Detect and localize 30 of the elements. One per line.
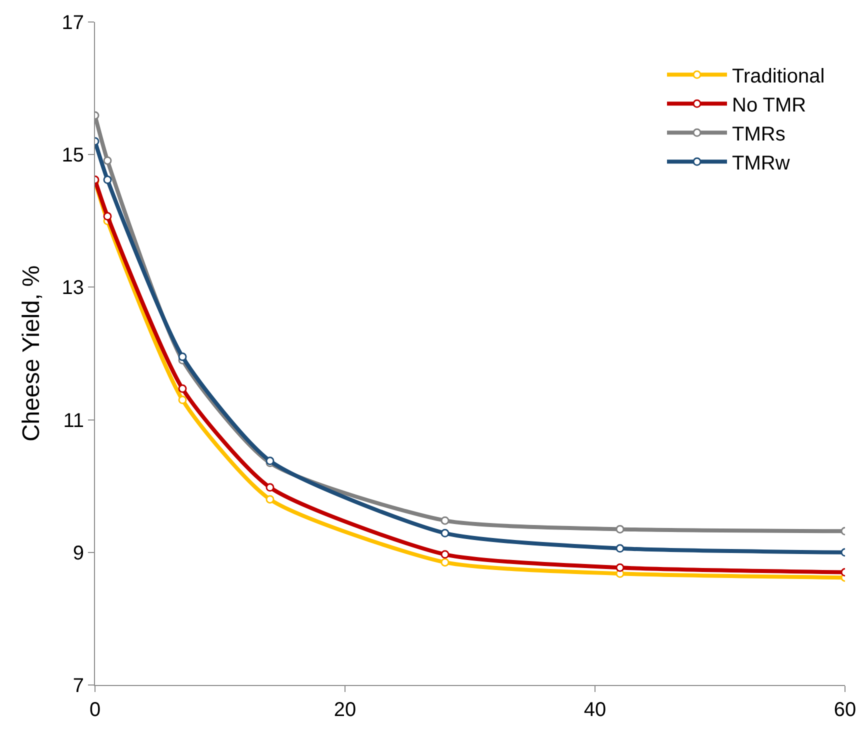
y-tick-label: 13 xyxy=(62,277,84,300)
point xyxy=(440,528,450,538)
point xyxy=(616,544,624,553)
y-tick-label: 15 xyxy=(62,144,84,167)
x-tick-label: 0 xyxy=(89,699,101,721)
point xyxy=(103,156,112,165)
y-tick-label: 9 xyxy=(72,542,84,564)
x-tick-label: 40 xyxy=(584,699,606,721)
legend-label: Traditional xyxy=(732,65,825,88)
point xyxy=(178,396,187,404)
point xyxy=(266,483,274,492)
x-tick-label: 60 xyxy=(834,699,856,721)
point xyxy=(616,563,624,572)
y-tick-label: 11 xyxy=(63,410,84,432)
legend-label: TMRs xyxy=(732,123,786,146)
point xyxy=(178,352,187,362)
point xyxy=(103,212,112,221)
legend-label: TMRw xyxy=(732,152,790,174)
point xyxy=(616,524,624,534)
point xyxy=(440,550,450,559)
x-tick-label: 20 xyxy=(334,699,356,721)
point xyxy=(440,558,450,567)
y-tick-label: 7 xyxy=(72,675,84,697)
point xyxy=(178,384,187,393)
y-axis-title: Cheese Yield, % xyxy=(18,265,45,442)
point xyxy=(103,176,112,184)
point xyxy=(440,516,450,525)
point xyxy=(266,495,274,504)
y-tick-label: 17 xyxy=(62,12,84,34)
legend-label: No TMR xyxy=(732,94,806,116)
